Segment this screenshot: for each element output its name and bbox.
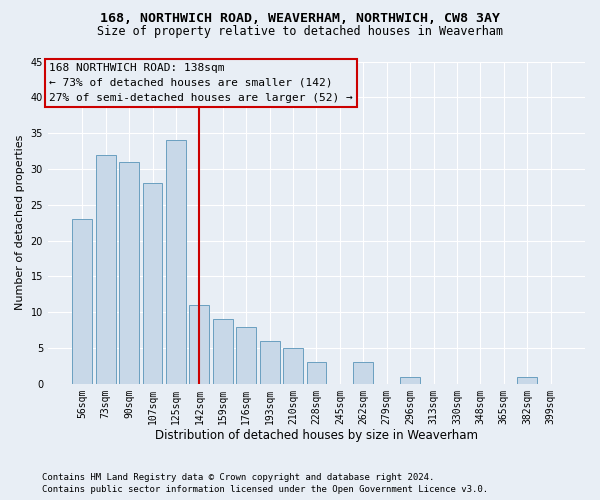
Bar (236, 326, 256, 384)
Text: 168, NORTHWICH ROAD, WEAVERHAM, NORTHWICH, CW8 3AY: 168, NORTHWICH ROAD, WEAVERHAM, NORTHWIC… (100, 12, 500, 26)
Bar (517, 376, 537, 384)
Bar (119, 162, 139, 384)
Bar (143, 184, 163, 384)
Text: Size of property relative to detached houses in Weaverham: Size of property relative to detached ho… (97, 25, 503, 38)
Text: Contains public sector information licensed under the Open Government Licence v3: Contains public sector information licen… (42, 485, 488, 494)
Y-axis label: Number of detached properties: Number of detached properties (15, 135, 25, 310)
Bar (283, 348, 303, 384)
Text: Contains HM Land Registry data © Crown copyright and database right 2024.: Contains HM Land Registry data © Crown c… (42, 472, 434, 482)
Bar (400, 376, 420, 384)
Bar (307, 362, 326, 384)
Bar (166, 140, 186, 384)
Bar (260, 341, 280, 384)
Bar (73, 219, 92, 384)
Bar (353, 362, 373, 384)
Bar (190, 305, 209, 384)
Text: 168 NORTHWICH ROAD: 138sqm
← 73% of detached houses are smaller (142)
27% of sem: 168 NORTHWICH ROAD: 138sqm ← 73% of deta… (49, 63, 353, 102)
X-axis label: Distribution of detached houses by size in Weaverham: Distribution of detached houses by size … (155, 430, 478, 442)
Bar (213, 320, 233, 384)
Bar (96, 154, 116, 384)
